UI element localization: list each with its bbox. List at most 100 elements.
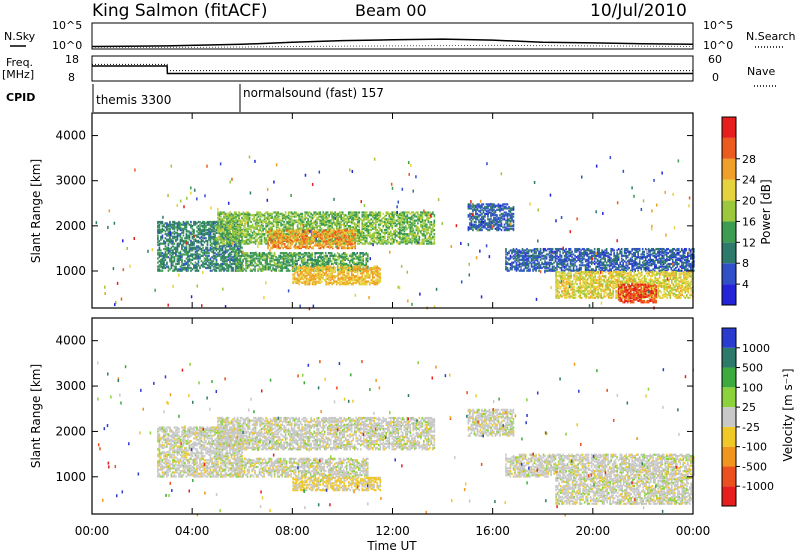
data-cell	[388, 241, 390, 243]
data-cell	[201, 238, 203, 240]
data-cell	[160, 259, 162, 261]
data-cell	[186, 257, 188, 259]
data-cell	[174, 252, 176, 254]
data-cell	[205, 267, 207, 269]
data-cell	[329, 247, 331, 249]
data-cell	[231, 218, 233, 220]
data-cell	[370, 234, 372, 236]
data-cell	[349, 267, 351, 269]
data-cell	[210, 257, 212, 259]
data-cell	[264, 228, 266, 230]
data-cell	[160, 252, 162, 254]
data-cell	[180, 268, 182, 270]
data-cell	[195, 253, 197, 255]
data-cell	[411, 230, 413, 232]
data-cell	[168, 270, 170, 272]
data-cell	[378, 217, 380, 219]
data-cell	[175, 232, 177, 234]
data-cell	[328, 225, 330, 227]
data-cell	[157, 241, 159, 243]
data-cell	[313, 283, 315, 285]
data-cell	[390, 215, 392, 217]
data-cell	[292, 253, 294, 255]
data-cell	[350, 236, 352, 238]
data-cell	[213, 266, 215, 268]
data-cell	[262, 225, 264, 227]
data-cell	[393, 211, 395, 213]
data-cell	[342, 282, 344, 284]
data-cell	[390, 213, 392, 215]
data-cell	[359, 256, 361, 258]
data-cell	[268, 218, 270, 220]
data-cell	[513, 262, 515, 264]
data-cell	[325, 224, 327, 226]
data-cell	[202, 255, 204, 257]
data-cell	[426, 211, 428, 213]
data-cell	[250, 229, 252, 231]
data-cell	[252, 234, 254, 236]
data-cell	[411, 240, 413, 242]
data-cell	[293, 260, 295, 262]
data-cell	[265, 220, 267, 222]
data-cell	[229, 230, 231, 232]
data-cell	[299, 256, 301, 258]
data-cell	[301, 218, 303, 220]
data-cell	[338, 243, 340, 245]
data-cell	[375, 232, 377, 234]
data-cell	[428, 240, 430, 242]
data-cell	[301, 275, 303, 277]
data-cell	[332, 263, 334, 265]
data-cell	[348, 271, 350, 273]
data-cell	[358, 262, 360, 264]
data-cell	[275, 268, 277, 270]
data-cell	[234, 220, 236, 222]
data-cell	[208, 228, 210, 230]
data-cell	[333, 268, 335, 270]
data-cell	[333, 229, 335, 231]
data-cell	[361, 282, 363, 284]
data-cell	[290, 259, 292, 261]
data-cell	[178, 252, 180, 254]
data-cell	[210, 262, 212, 264]
data-cell	[228, 241, 230, 243]
data-cell	[184, 253, 186, 255]
data-cell	[274, 215, 276, 217]
data-cell	[306, 278, 308, 280]
data-cell	[420, 221, 422, 223]
data-cell	[257, 257, 259, 259]
data-cell	[265, 257, 267, 259]
freq-tick-top: 18	[65, 53, 79, 66]
data-cell	[352, 266, 354, 268]
data-cell	[202, 249, 204, 251]
data-cell	[366, 222, 368, 224]
data-cell	[355, 279, 357, 281]
data-cell	[302, 253, 304, 255]
data-cell	[505, 253, 507, 255]
data-cell	[243, 211, 245, 213]
data-cell	[193, 253, 195, 255]
data-cell	[510, 249, 512, 251]
data-cell	[330, 225, 332, 227]
data-cell	[207, 229, 209, 231]
data-cell	[337, 276, 339, 278]
data-cell	[190, 247, 192, 249]
data-cell	[364, 218, 366, 220]
data-cell	[305, 238, 307, 240]
data-cell	[323, 240, 325, 242]
data-cell	[210, 244, 212, 246]
data-cell	[420, 224, 422, 226]
data-cell	[309, 266, 311, 268]
data-cell	[214, 252, 216, 254]
data-cell	[265, 253, 267, 255]
data-cell	[328, 279, 330, 281]
data-cell	[404, 237, 406, 239]
data-cell	[408, 224, 410, 226]
data-cell	[238, 248, 240, 250]
data-cell	[269, 229, 271, 231]
data-cell	[306, 217, 308, 219]
data-cell	[318, 225, 320, 227]
data-cell	[324, 235, 326, 237]
data-cell	[327, 266, 329, 268]
data-cell	[240, 213, 242, 215]
data-cell	[326, 255, 328, 257]
